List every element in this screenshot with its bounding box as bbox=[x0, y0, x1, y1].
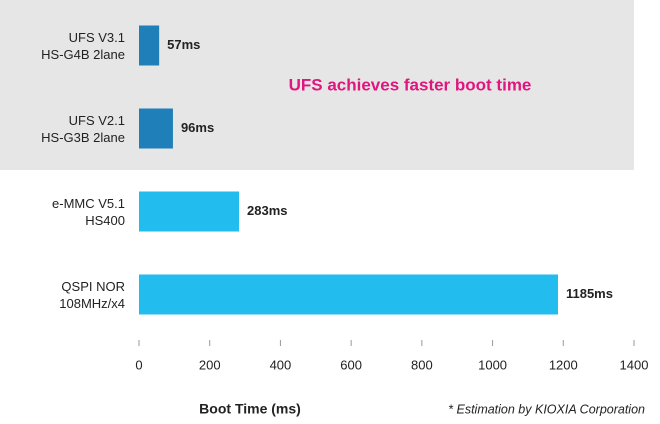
y-tick-label: e-MMC V5.1 HS400 bbox=[52, 195, 125, 228]
bar bbox=[139, 25, 160, 66]
x-tick-label: 400 bbox=[270, 357, 292, 372]
value-label: 57ms bbox=[167, 37, 200, 52]
x-axis-label: Boot Time (ms) bbox=[199, 401, 301, 417]
x-tick-label: 200 bbox=[199, 357, 221, 372]
x-tick-label: 600 bbox=[340, 357, 362, 372]
value-label: 1185ms bbox=[566, 286, 613, 301]
value-label: 283ms bbox=[247, 203, 287, 218]
y-tick-label: UFS V3.1 HS-G4B 2lane bbox=[41, 29, 125, 62]
bar bbox=[139, 191, 240, 232]
bar bbox=[139, 274, 558, 315]
value-label: 96ms bbox=[181, 120, 214, 135]
y-tick-label: QSPI NOR 108MHz/x4 bbox=[59, 278, 125, 311]
x-tick-label: 0 bbox=[135, 357, 142, 372]
bar bbox=[139, 108, 173, 149]
highlight-region bbox=[0, 0, 634, 170]
annotation: UFS achieves faster boot time bbox=[289, 75, 532, 94]
y-tick-label: UFS V2.1 HS-G3B 2lane bbox=[41, 112, 125, 145]
x-tick-label: 1200 bbox=[549, 357, 578, 372]
footnote: * Estimation by KIOXIA Corporation bbox=[448, 402, 645, 416]
x-tick-label: 800 bbox=[411, 357, 433, 372]
x-tick-label: 1400 bbox=[620, 357, 649, 372]
x-tick-label: 1000 bbox=[478, 357, 507, 372]
